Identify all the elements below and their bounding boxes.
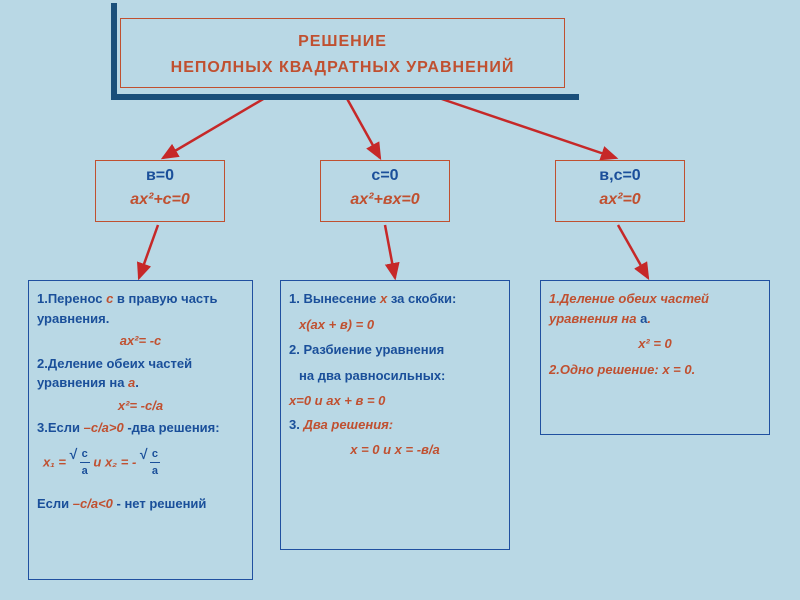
case3-cond: в,с=0 xyxy=(556,167,684,185)
case1-cond: в=0 xyxy=(96,167,224,185)
title-accent-horizontal xyxy=(111,94,579,100)
title-line2: НЕПОЛНЫХ КВАДРАТНЫХ УРАВНЕНИЙ xyxy=(121,55,564,81)
d1-p1a: 1.Перенос xyxy=(37,291,106,306)
d1-x1: х₁ = xyxy=(43,454,70,469)
d2-f1: х(ах + в) = 0 xyxy=(289,315,501,335)
d1-sqrt2: ca xyxy=(140,446,160,480)
case2-eq: ах²+вх=0 xyxy=(321,191,449,209)
d1-roots: х₁ = ca и х₂ = - ca xyxy=(43,446,244,480)
d2-p2: 2. Разбиение уравнения xyxy=(289,342,444,357)
d1-p2a: 2.Деление обеих частей уравнения на xyxy=(37,356,192,391)
d3-f1: х² = 0 xyxy=(549,334,761,354)
d1-p4b: –с/а<0 xyxy=(73,496,113,511)
d3-p2a: 2. xyxy=(549,362,560,377)
d1-f1: ах²= -с xyxy=(37,331,244,351)
d1-p3b: –с/а>0 xyxy=(84,420,124,435)
case-box-2: с=0 ах²+вх=0 xyxy=(320,160,450,222)
detail-box-1: 1.Перенос с в правую часть уравнения. ах… xyxy=(28,280,253,580)
title-accent-vertical xyxy=(111,3,117,97)
title-box: РЕШЕНИЕ НЕПОЛНЫХ КВАДРАТНЫХ УРАВНЕНИЙ xyxy=(120,18,565,88)
case-box-1: в=0 ах²+с=0 xyxy=(95,160,225,222)
d2-p3a: 3. xyxy=(289,417,303,432)
d3-p1c: . xyxy=(647,311,651,326)
d2-p1a: 1. Вынесение xyxy=(289,291,380,306)
d1-f2: х²= -с/а xyxy=(37,396,244,416)
d1-x2: х₂ = - xyxy=(105,454,136,469)
case1-eq: ах²+с=0 xyxy=(96,191,224,209)
d3-p1a: 1.Деление обеих частей уравнения на xyxy=(549,291,709,326)
detail-box-3: 1.Деление обеих частей уравнения на а. х… xyxy=(540,280,770,435)
d2-p3b: Два решения: xyxy=(303,417,393,432)
d3-p2b: Одно решение: х = 0 xyxy=(560,362,692,377)
d1-p3a: 3.Если xyxy=(37,420,84,435)
d1-sqrt1: ca xyxy=(70,446,90,480)
d1-p2c: . xyxy=(135,375,139,390)
d2-f3: х = 0 и х = -в/а xyxy=(289,440,501,460)
case-box-3: в,с=0 ах²=0 xyxy=(555,160,685,222)
d3-p2c: . xyxy=(692,362,696,377)
d2-p1c: за скобки: xyxy=(387,291,456,306)
title-line1: РЕШЕНИЕ xyxy=(121,29,564,55)
d1-p3c: -два решения: xyxy=(124,420,220,435)
detail-box-2: 1. Вынесение х за скобки: х(ах + в) = 0 … xyxy=(280,280,510,550)
case2-cond: с=0 xyxy=(321,167,449,185)
d2-f2: х=0 и ах + в = 0 xyxy=(289,391,501,411)
d2-p2b: на два равносильных: xyxy=(289,366,501,386)
d1-p4c: - нет решений xyxy=(113,496,207,511)
case3-eq: ах²=0 xyxy=(556,191,684,209)
d1-p4a: Если xyxy=(37,496,73,511)
d1-and: и xyxy=(93,454,105,469)
